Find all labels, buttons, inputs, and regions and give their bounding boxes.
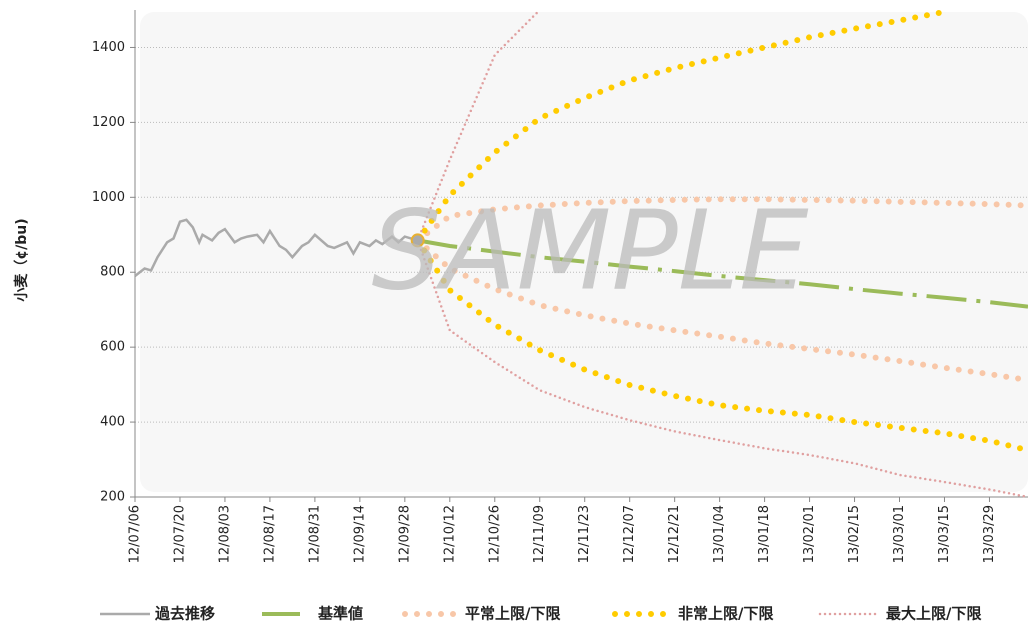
- x-tick-label: 12/08/17: [262, 505, 277, 563]
- x-tick-label: 13/02/01: [802, 505, 817, 563]
- plot-background: [140, 12, 1028, 492]
- x-tick-label: 12/07/06: [128, 505, 143, 563]
- x-tick-label: 13/01/18: [757, 505, 772, 563]
- watermark: SAMPLE: [371, 186, 809, 314]
- series-line: [416, 8, 541, 242]
- y-tick-label: 800: [100, 265, 125, 280]
- x-tick-label: 12/09/14: [352, 505, 367, 563]
- x-tick-label: 12/12/21: [667, 505, 682, 563]
- series-line: [414, 237, 1028, 384]
- x-tick-label: 12/07/20: [172, 505, 187, 563]
- y-tick-label: 400: [100, 415, 125, 430]
- x-tick-label: 12/11/23: [577, 505, 592, 563]
- x-tick-label: 12/12/07: [622, 505, 637, 563]
- x-tick-label: 13/03/29: [982, 505, 997, 563]
- y-tick-label: 1400: [92, 40, 125, 55]
- x-tick-label: 12/11/09: [532, 505, 547, 563]
- y-tick-label: 1200: [92, 115, 125, 130]
- y-axis-label: 小麦（¢/bu): [13, 218, 30, 301]
- series-line: [135, 218, 419, 277]
- x-tick-label: 13/03/15: [937, 505, 952, 563]
- x-tick-label: 12/08/31: [307, 505, 322, 563]
- series-line: [417, 238, 1028, 309]
- series-line: [414, 8, 948, 244]
- legend-label: 過去推移: [154, 605, 215, 623]
- legend-label: 基準値: [317, 605, 363, 623]
- x-tick-label: 12/08/03: [217, 505, 232, 563]
- series-line: [416, 239, 1028, 499]
- y-tick-label: 200: [100, 490, 125, 505]
- x-tick-label: 12/10/26: [487, 505, 502, 563]
- legend-label: 非常上限/下限: [678, 605, 773, 623]
- series-line: [414, 196, 1028, 244]
- y-tick-label: 600: [100, 340, 125, 355]
- x-tick-label: 13/02/15: [847, 505, 862, 563]
- x-tick-label: 13/01/04: [712, 505, 727, 563]
- legend-label: 平常上限/下限: [465, 605, 560, 623]
- x-tick-label: 13/03/01: [892, 505, 907, 563]
- series-line: [414, 237, 1028, 454]
- y-tick-label: 1000: [92, 190, 125, 205]
- x-tick-label: 12/09/28: [397, 505, 412, 563]
- legend-label: 最大上限/下限: [886, 605, 981, 623]
- current-point: [410, 233, 425, 248]
- x-tick-label: 12/10/12: [442, 505, 457, 563]
